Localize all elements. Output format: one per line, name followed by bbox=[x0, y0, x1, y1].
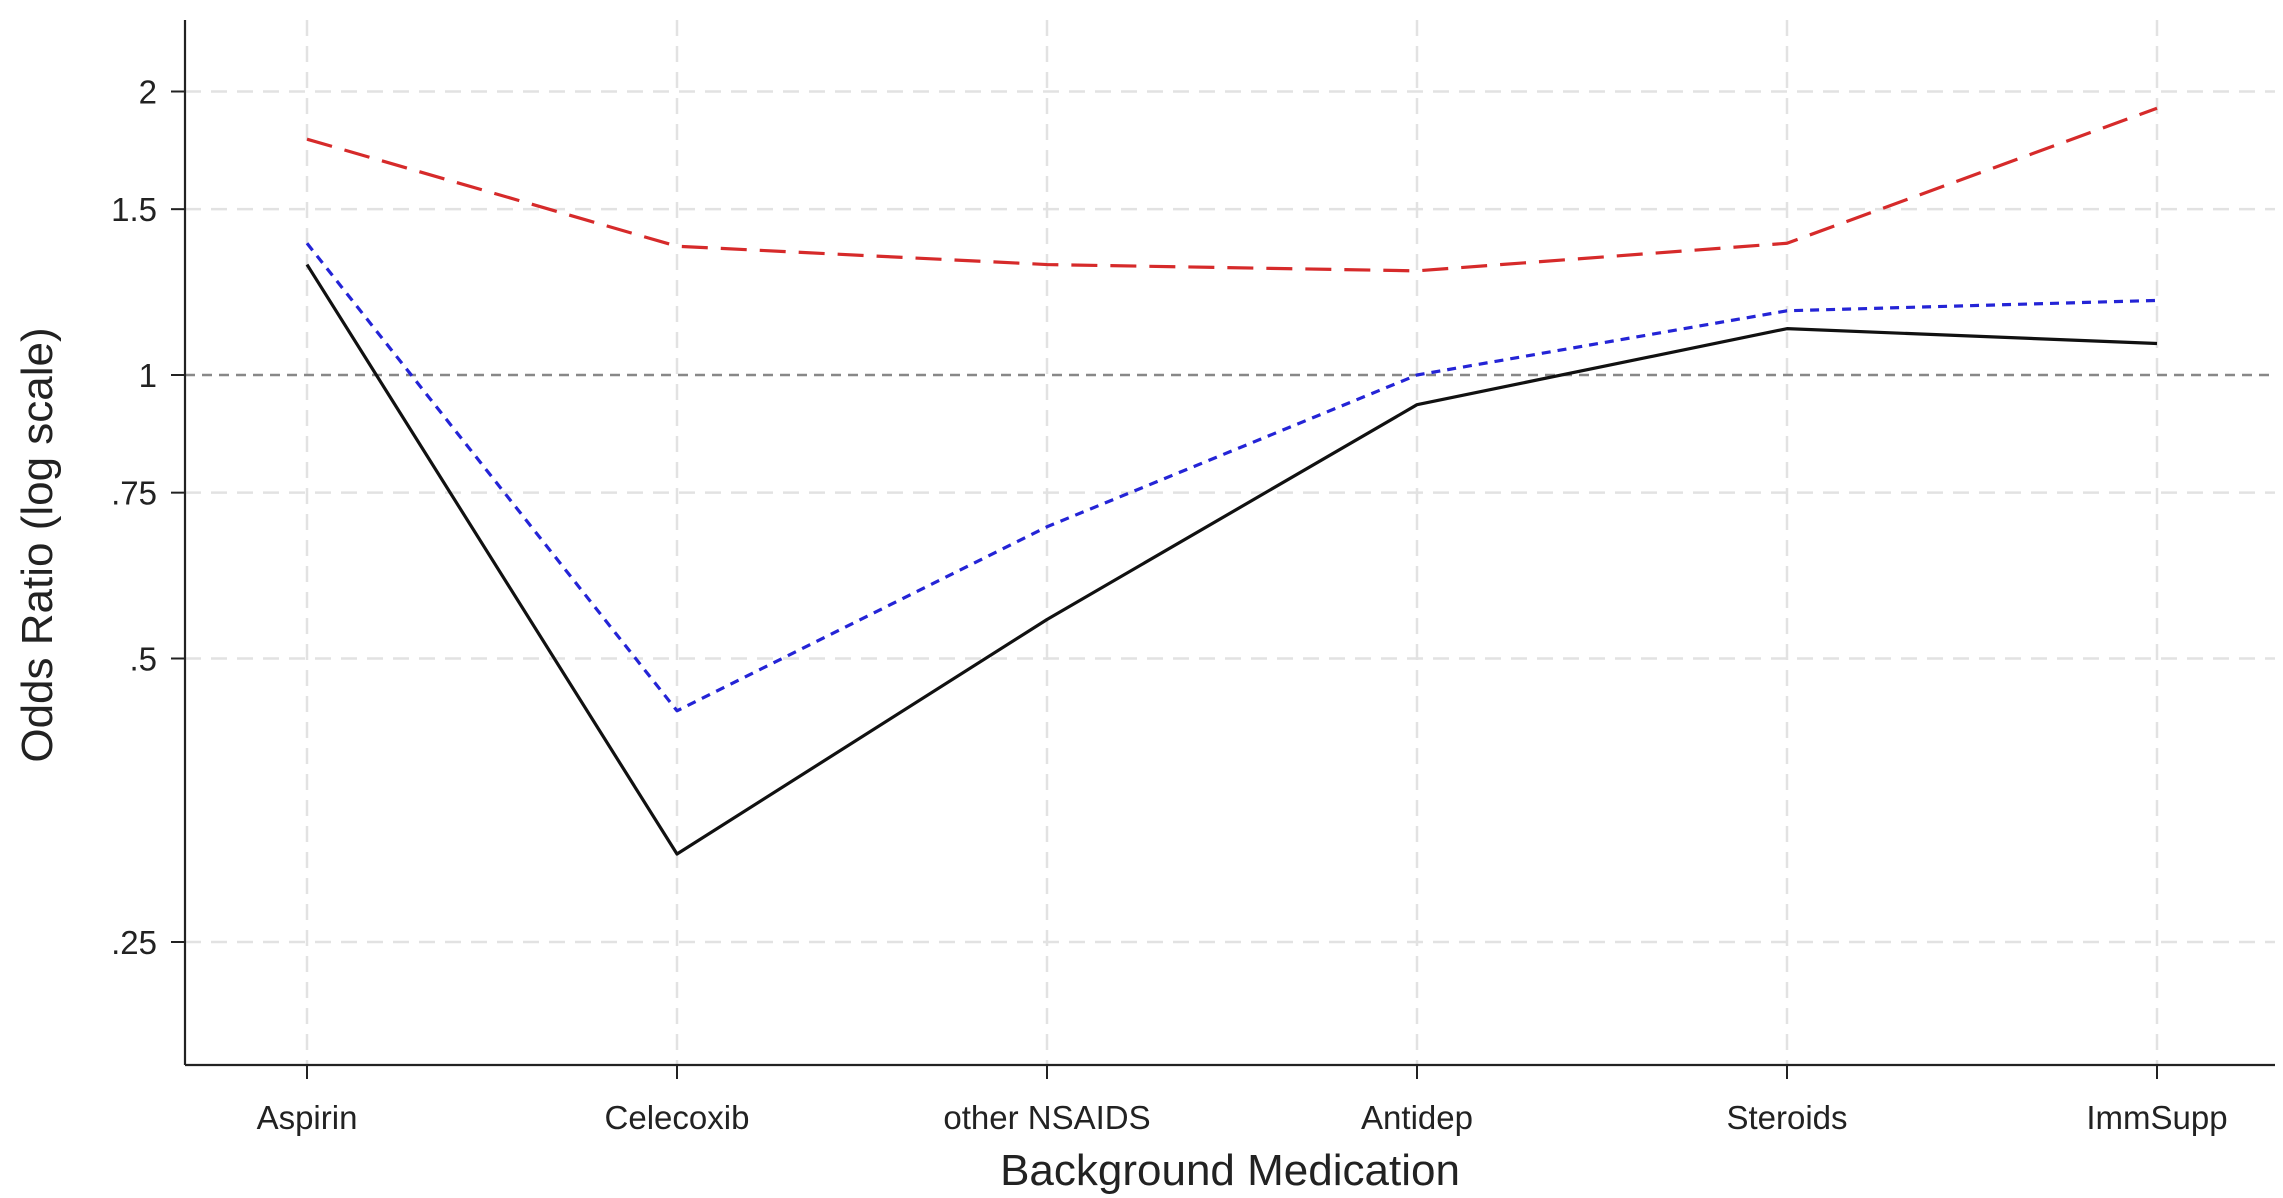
x-tick-label-celecoxib: Celecoxib bbox=[605, 1099, 750, 1136]
y-tick-label: .5 bbox=[129, 640, 157, 677]
axis-layer bbox=[183, 20, 2275, 1067]
x-tick-label-immsupp: ImmSupp bbox=[2086, 1099, 2227, 1136]
series-line-dotted bbox=[305, 242, 2158, 713]
y-tick-label: 1 bbox=[139, 357, 157, 394]
y-tick-label: 1.5 bbox=[111, 191, 157, 228]
x-tick-label-aspirin: Aspirin bbox=[257, 1099, 358, 1136]
grid-layer bbox=[185, 20, 2275, 1065]
tick-layer: .25 .5 .75 1 1.5 2 Aspirin Celecoxib other NSAID… bbox=[111, 74, 2227, 1136]
y-tick-label: 2 bbox=[139, 74, 157, 111]
x-tick-label-antidep: Antidep bbox=[1361, 1099, 1473, 1136]
x-tick-label-steroids: Steroids bbox=[1726, 1099, 1847, 1136]
series-line-solid bbox=[305, 263, 2158, 856]
y-tick-label: .75 bbox=[111, 475, 157, 512]
y-axis-title: Odds Ratio (log scale) bbox=[13, 327, 62, 762]
x-axis-title: Background Medication bbox=[1000, 1146, 1460, 1195]
x-tick-label-other-nsaids: other NSAIDS bbox=[943, 1099, 1150, 1136]
series-layer bbox=[305, 106, 2158, 856]
series-line-dashed bbox=[306, 106, 2158, 273]
y-tick-label: .25 bbox=[111, 924, 157, 961]
